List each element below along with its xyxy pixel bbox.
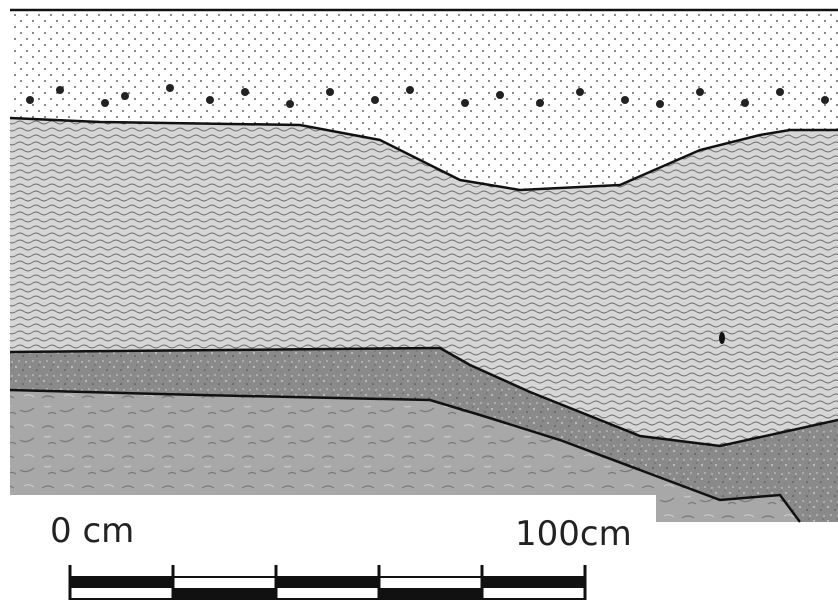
inclusion — [719, 332, 725, 344]
scale-bar — [68, 565, 587, 600]
layer-boundaries — [9, 8, 838, 523]
scale-end-label: 100cm — [515, 514, 632, 554]
scale-start-label: 0 cm — [50, 511, 134, 551]
sand-layer — [10, 10, 838, 190]
clay-layer — [10, 118, 838, 446]
pebbles — [26, 84, 829, 108]
gravel-layer — [10, 348, 838, 522]
